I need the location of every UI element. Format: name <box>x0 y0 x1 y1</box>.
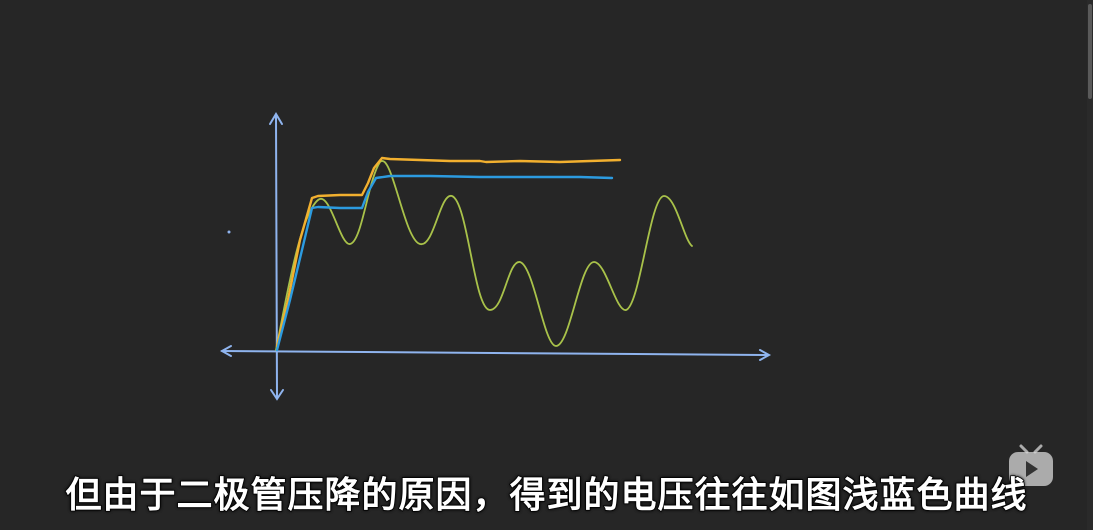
x-axis-line <box>221 350 769 356</box>
scrollbar-thumb[interactable] <box>1088 4 1092 99</box>
y-axis-arrow-up <box>269 112 283 125</box>
y-axis-line <box>275 115 278 399</box>
x-axis-arrow-left <box>219 345 232 357</box>
video-subtitle: 但由于二极管压降的原因，得到的电压往往如图浅蓝色曲线 <box>65 474 1028 517</box>
green-ripple-curve <box>275 160 693 351</box>
x-axis-arrow-right <box>759 349 772 361</box>
blue-voltage-curve <box>275 174 614 352</box>
y-axis <box>269 112 284 401</box>
orange-peak-curve <box>275 156 622 348</box>
y-axis-arrow-down <box>270 389 284 401</box>
scrollbar-track[interactable] <box>1087 0 1093 530</box>
x-axis <box>219 345 772 361</box>
stray-dot <box>227 230 231 234</box>
bilibili-tv-icon <box>1009 444 1053 486</box>
